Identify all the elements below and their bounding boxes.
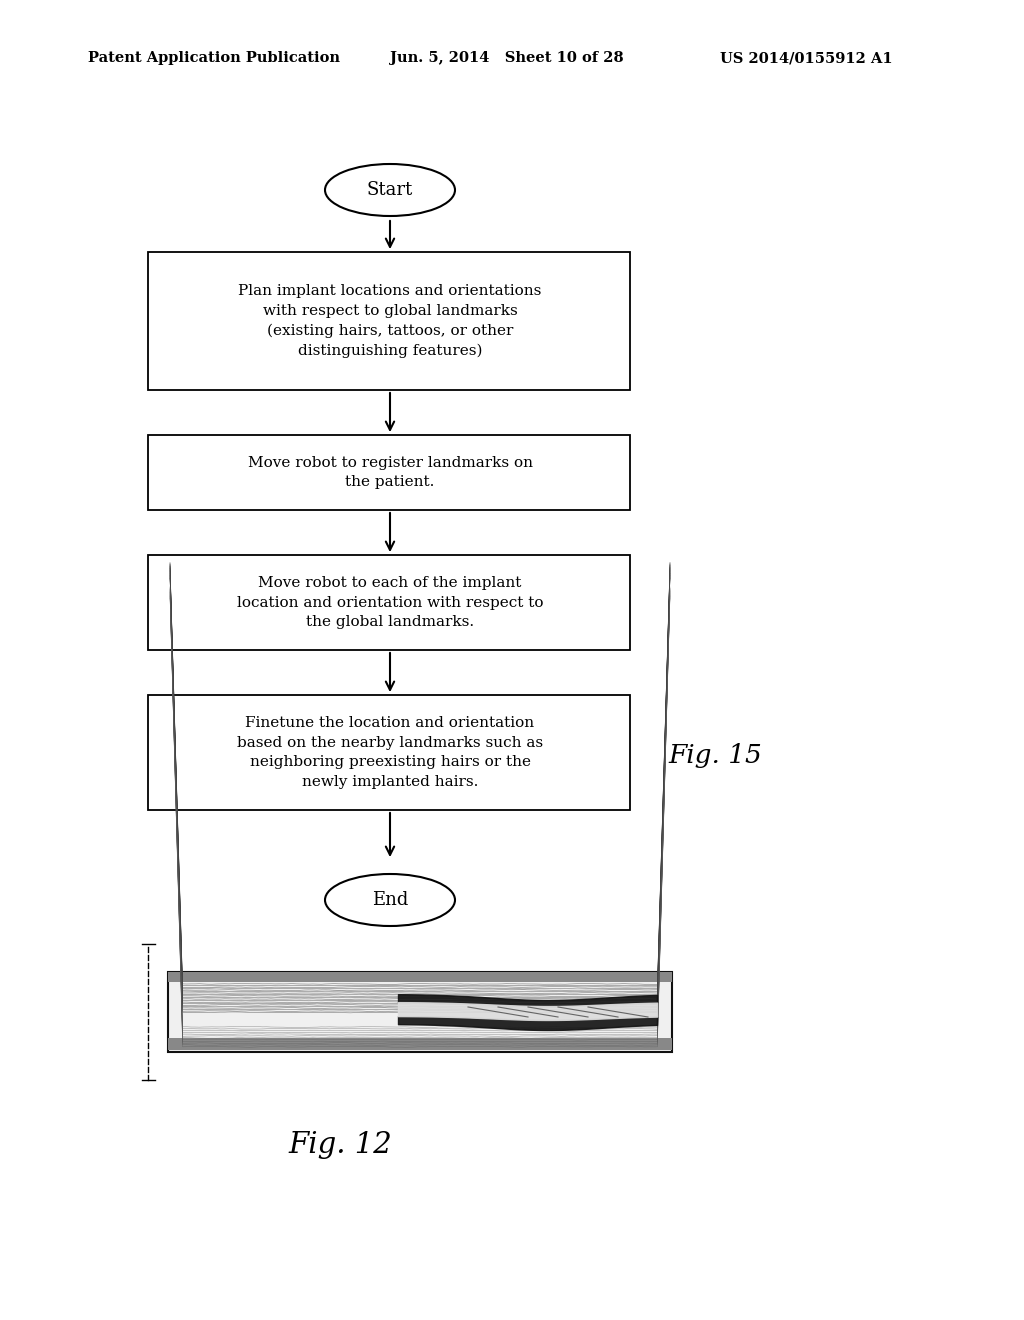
Ellipse shape [325,874,455,927]
Bar [168,972,672,1052]
Bar [168,972,672,982]
Text: Fig. 15: Fig. 15 [668,742,762,767]
Text: Start: Start [367,181,413,199]
Text: Move robot to each of the implant
location and orientation with respect to
the g: Move robot to each of the implant locati… [237,576,544,630]
Bar [148,436,630,510]
Text: Move robot to register landmarks on
the patient.: Move robot to register landmarks on the … [248,455,532,490]
Bar [148,554,630,649]
Bar [168,1038,672,1049]
Text: Patent Application Publication: Patent Application Publication [88,51,340,65]
Text: Finetune the location and orientation
based on the nearby landmarks such as
neig: Finetune the location and orientation ba… [237,717,543,789]
Text: US 2014/0155912 A1: US 2014/0155912 A1 [720,51,893,65]
Bar [148,696,630,810]
Text: Plan implant locations and orientations
with respect to global landmarks
(existi: Plan implant locations and orientations … [239,284,542,358]
Text: Fig. 12: Fig. 12 [288,1131,392,1159]
Text: End: End [372,891,409,909]
Ellipse shape [325,164,455,216]
Bar [148,252,630,389]
Text: Jun. 5, 2014   Sheet 10 of 28: Jun. 5, 2014 Sheet 10 of 28 [390,51,624,65]
